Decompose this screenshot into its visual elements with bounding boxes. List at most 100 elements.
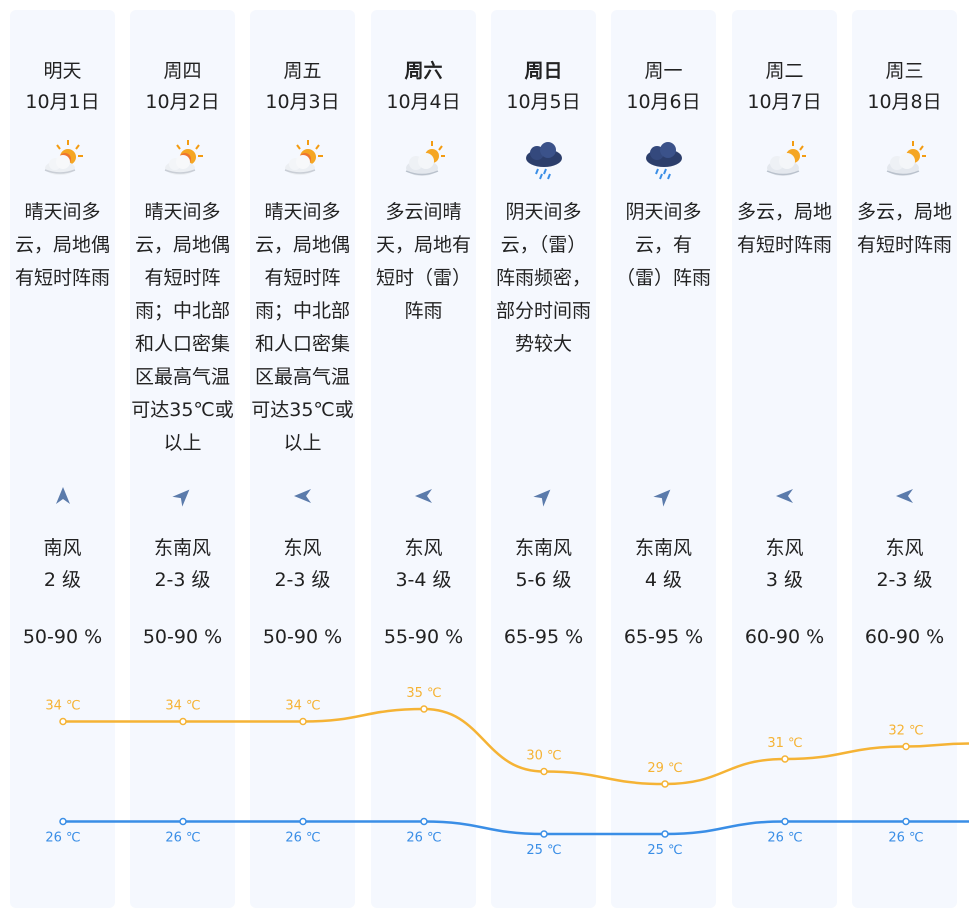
high-temp-point — [781, 755, 789, 763]
high-temp-point — [540, 767, 548, 776]
low-temp-point — [902, 817, 910, 826]
low-temp-point — [179, 817, 187, 826]
humidity-range: 55-90 % — [383, 626, 464, 648]
high-temp-label: 35 ℃ — [406, 686, 441, 701]
wind-level: 2-3 级 — [274, 569, 331, 591]
wind-direction: 东风 — [765, 537, 804, 559]
weather-description: 晴天间多云，局地偶有短时阵雨；中北部和人口密集区最高气温可达35℃或以上 — [131, 201, 234, 454]
day-name: 周五 — [283, 60, 322, 82]
wind-direction: 东风 — [404, 537, 443, 559]
weather-description: 多云，局地有短时阵雨 — [856, 201, 952, 256]
humidity-range: 50-90 % — [142, 626, 223, 648]
wind-arrow-east-icon — [894, 485, 916, 507]
low-temp-label: 26 ℃ — [406, 831, 441, 846]
high-temp-point — [420, 705, 428, 713]
high-temp-point — [179, 717, 187, 726]
high-temp-label: 32 ℃ — [888, 724, 923, 739]
high-temp-point — [299, 717, 307, 726]
wind-level: 2-3 级 — [876, 569, 933, 591]
humidity-range: 60-90 % — [864, 626, 945, 648]
low-temp-point — [781, 817, 789, 826]
forecast-day-column: 周五 10月3日 晴天间多云，局地偶有短时阵雨；中北部和人口密集区最高气温可达35℃… — [250, 10, 355, 908]
humidity-range: 65-95 % — [623, 626, 704, 648]
cloudy-sunny-icon — [763, 138, 807, 182]
low-temp-point — [420, 817, 428, 826]
overcast-rain-icon — [522, 138, 566, 182]
wind-arrow-southeast-icon — [171, 485, 194, 507]
day-date: 10月6日 — [626, 91, 701, 113]
overcast-rain-icon — [642, 138, 686, 182]
day-name: 明天 — [43, 60, 82, 82]
day-date: 10月7日 — [747, 91, 822, 113]
low-temp-line — [62, 820, 969, 836]
weather-description: 晴天间多云，局地偶有短时阵雨；中北部和人口密集区最高气温可达35℃或以上 — [251, 201, 354, 454]
day-date: 10月5日 — [506, 91, 581, 113]
low-temp-label: 26 ℃ — [285, 831, 320, 846]
high-temp-label: 29 ℃ — [647, 761, 682, 776]
sunny-cloudy-icon — [41, 138, 85, 182]
day-name: 周三 — [885, 60, 924, 82]
weather-description: 晴天间多云，局地偶有短时阵雨 — [14, 201, 110, 289]
high-temp-label: 34 ℃ — [45, 699, 80, 714]
wind-arrow-southeast-icon — [532, 485, 555, 507]
humidity-range: 65-95 % — [503, 626, 584, 648]
forecast-day-column: 明天 10月1日晴天间多云，局地偶有短时阵雨南风 2 级 50-90 % — [10, 10, 115, 908]
wind-direction: 东南风 — [153, 537, 211, 559]
high-temp-label: 34 ℃ — [165, 699, 200, 714]
day-name: 周四 — [163, 60, 202, 82]
wind-direction: 南风 — [43, 537, 82, 559]
wind-arrow-east-icon — [292, 485, 314, 507]
wind-level: 2 级 — [43, 569, 82, 591]
low-temp-label: 26 ℃ — [45, 831, 80, 846]
day-name: 周一 — [644, 60, 683, 82]
forecast-day-column: 周三 10月8日多云，局地有短时阵雨东风 2-3 级 60-90 % — [852, 10, 957, 908]
low-temp-label: 26 ℃ — [165, 831, 200, 846]
day-date: 10月2日 — [145, 91, 220, 113]
forecast-day-column: 周一 10月6日 阴天间多云，有（雷）阵雨 东南风 4 级 65-95 % — [611, 10, 716, 908]
sunny-cloudy-icon — [161, 138, 205, 182]
low-temp-label: 25 ℃ — [526, 843, 561, 858]
day-name: 周日 — [524, 60, 563, 82]
wind-level: 4 级 — [644, 569, 683, 591]
wind-arrow-east-icon — [413, 485, 435, 507]
wind-arrow-south-icon — [52, 485, 74, 507]
weather-description: 阴天间多云，（雷）阵雨频密，部分时间雨势较大 — [495, 201, 591, 355]
low-temp-label: 26 ℃ — [888, 831, 923, 846]
high-temp-point — [902, 742, 910, 751]
humidity-range: 60-90 % — [744, 626, 825, 648]
cloudy-sunny-icon — [883, 138, 927, 182]
weather-description: 多云间晴天，局地有短时（雷）阵雨 — [375, 201, 471, 322]
wind-level: 3 级 — [765, 569, 804, 591]
weather-description: 阴天间多云，有（雷）阵雨 — [615, 201, 711, 289]
low-temp-label: 26 ℃ — [767, 831, 802, 846]
wind-direction: 东风 — [885, 537, 924, 559]
day-name: 周六 — [404, 60, 443, 82]
high-temp-label: 31 ℃ — [767, 736, 802, 751]
low-temp-point — [299, 817, 307, 826]
low-temp-point — [661, 830, 669, 838]
low-temp-point — [540, 830, 548, 838]
high-temp-point — [59, 717, 67, 726]
high-temp-line — [62, 707, 969, 786]
weather-description: 多云，局地有短时阵雨 — [736, 201, 832, 256]
low-temp-label: 25 ℃ — [647, 843, 682, 858]
wind-direction: 东风 — [283, 537, 322, 559]
wind-arrow-east-icon — [774, 485, 796, 507]
cloudy-sunny-icon — [402, 138, 446, 182]
high-temp-label: 34 ℃ — [285, 699, 320, 714]
wind-level: 2-3 级 — [154, 569, 211, 591]
day-date: 10月1日 — [25, 91, 100, 113]
sunny-cloudy-icon — [281, 138, 325, 182]
day-date: 10月4日 — [386, 91, 461, 113]
humidity-range: 50-90 % — [22, 626, 103, 648]
day-name: 周二 — [765, 60, 804, 82]
humidity-range: 50-90 % — [262, 626, 343, 648]
forecast-day-column: 周日 10月5日 阴天间多云，（雷）阵雨频密，部分时间雨势较大 东南风 5-6 级 65-… — [491, 10, 596, 908]
high-temp-point — [661, 780, 669, 788]
day-date: 10月8日 — [867, 91, 942, 113]
wind-level: 5-6 级 — [515, 569, 572, 591]
wind-arrow-southeast-icon — [652, 485, 675, 507]
forecast-day-column: 周六 10月4日 多云间晴天，局地有短时（雷）阵雨 东风 3-4 级 55-90 % — [371, 10, 476, 908]
forecast-day-column: 周四 10月2日晴天间多云，局地偶有短时阵雨；中北部和人口密集区最高气温可达35℃… — [130, 10, 235, 908]
